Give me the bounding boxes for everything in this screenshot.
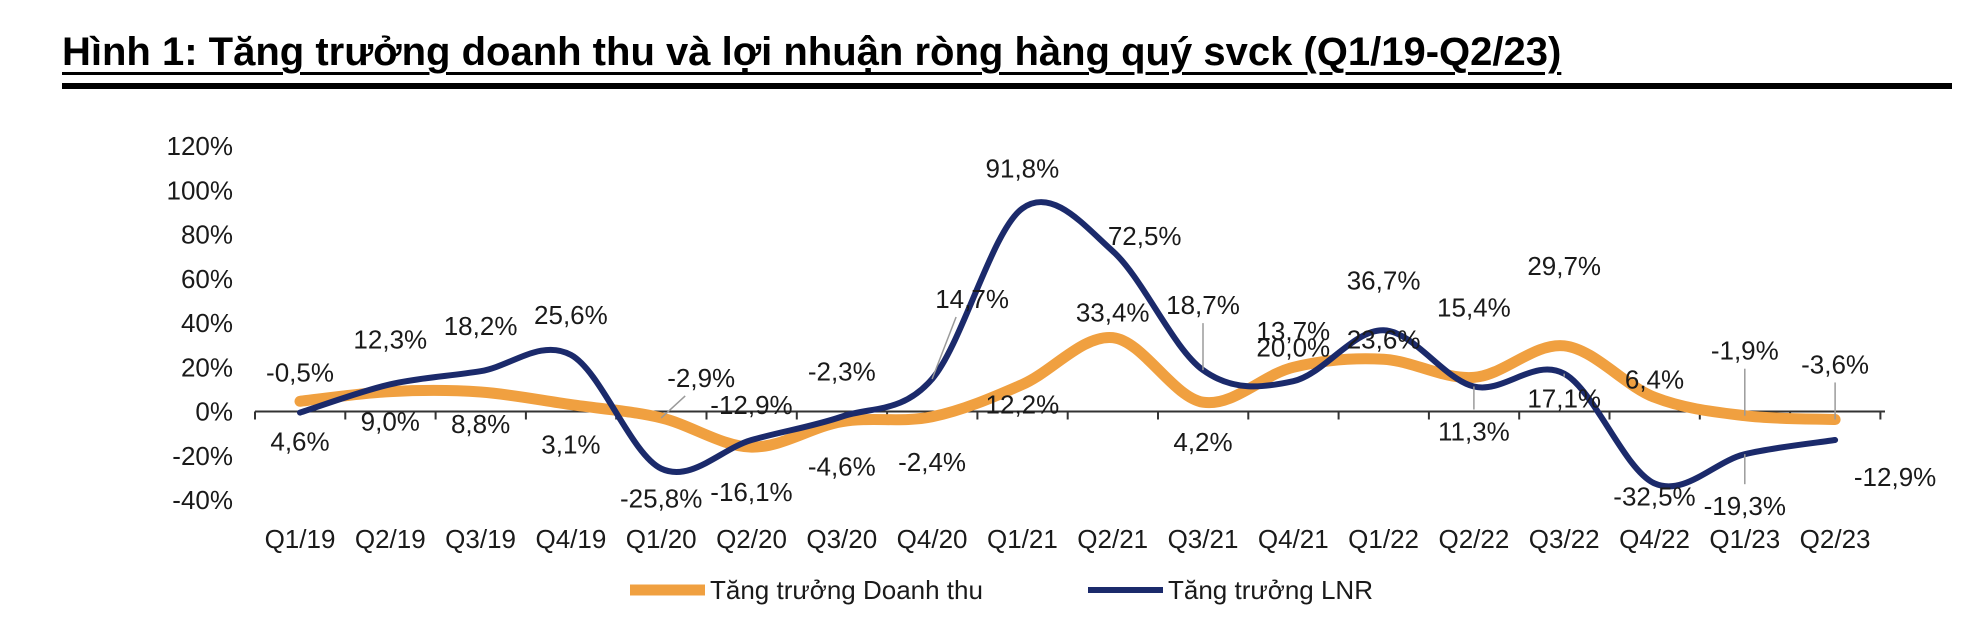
- data-label-net-profit: -12,9%: [1854, 462, 1936, 492]
- data-label-revenue: -2,9%: [667, 363, 735, 393]
- x-tick-label: Q3/21: [1168, 524, 1239, 554]
- data-label-net-profit: -12,9%: [710, 390, 792, 420]
- y-tick-label: 0%: [195, 397, 233, 427]
- x-tick-label: Q1/19: [265, 524, 336, 554]
- data-label-revenue: -2,4%: [898, 447, 966, 477]
- data-label-net-profit: 11,3%: [1438, 416, 1510, 446]
- series-net-profit-line: [297, 199, 1839, 490]
- data-label-revenue: 6,4%: [1625, 364, 1684, 394]
- data-label-net-profit: 25,6%: [534, 300, 608, 330]
- data-label-net-profit: 17,1%: [1527, 384, 1601, 414]
- y-tick-label: 60%: [181, 264, 233, 294]
- data-label-net-profit: -32,5%: [1613, 481, 1695, 511]
- legend-item-revenue-label: Tăng trưởng Doanh thu: [710, 575, 983, 605]
- x-tick-label: Q2/23: [1800, 524, 1871, 554]
- data-label-net-profit: -25,8%: [620, 484, 702, 514]
- x-axis: Q1/19 Q2/19 Q3/19 Q4/19 Q1/20 Q2/20 Q3/20 Q4/20…: [254, 410, 1885, 554]
- x-tick-label: Q2/20: [716, 524, 787, 554]
- data-label-revenue: 33,4%: [1076, 298, 1150, 328]
- x-tick-label: Q2/22: [1438, 524, 1509, 554]
- data-label-revenue: -16,1%: [710, 477, 792, 507]
- y-tick-label: 120%: [167, 131, 234, 161]
- data-label-net-profit: 36,7%: [1347, 265, 1421, 295]
- x-tick-label: Q1/20: [626, 524, 697, 554]
- y-tick-label: -20%: [172, 441, 233, 471]
- data-label-revenue: 20,0%: [1256, 332, 1330, 362]
- data-label-revenue: 8,8%: [451, 409, 510, 439]
- title-underline-rule: [62, 83, 1952, 89]
- data-label-revenue: -3,6%: [1801, 349, 1869, 379]
- data-label-net-profit: 18,7%: [1166, 290, 1240, 320]
- data-label-revenue: -4,6%: [808, 452, 876, 482]
- data-label-revenue: 4,2%: [1173, 427, 1232, 457]
- x-tick-label: Q2/19: [355, 524, 426, 554]
- data-label-revenue: 15,4%: [1437, 292, 1511, 322]
- data-label-net-profit: 18,2%: [444, 311, 518, 341]
- legend-item-net-profit-label: Tăng trưởng LNR: [1168, 575, 1373, 605]
- data-labels: 4,6% 9,0% 8,8% 3,1% -2,9% -16,1% -4,6% -2,4% 12,…: [266, 153, 1936, 521]
- data-label-net-profit: -2,3%: [808, 357, 876, 387]
- series-revenue-line: [294, 332, 1841, 453]
- data-label-net-profit: 14,7%: [935, 284, 1009, 314]
- y-tick-label: 80%: [181, 220, 233, 250]
- x-tick-label: Q3/19: [445, 524, 516, 554]
- x-tick-label: Q4/19: [535, 524, 606, 554]
- x-tick-label: Q2/21: [1077, 524, 1148, 554]
- legend: Tăng trưởng Doanh thu Tăng trưởng LNR: [630, 575, 1373, 605]
- data-label-net-profit: 13,7%: [1256, 316, 1330, 346]
- label-leader-line: [660, 395, 686, 419]
- x-tick-label: Q1/21: [987, 524, 1058, 554]
- data-label-net-profit: 12,3%: [353, 324, 427, 354]
- x-tick-label: Q1/22: [1348, 524, 1419, 554]
- x-tick-label: Q4/21: [1258, 524, 1329, 554]
- y-tick-label: 100%: [167, 175, 234, 205]
- x-tick-label: Q4/22: [1619, 524, 1690, 554]
- data-label-net-profit: -19,3%: [1704, 491, 1786, 521]
- y-axis: 120% 100% 80% 60% 40% 20% 0% -20% -40%: [167, 131, 234, 515]
- chart-title: Hình 1: Tăng trưởng doanh thu và lợi nhu…: [62, 30, 1562, 74]
- x-tick-label: Q3/22: [1529, 524, 1600, 554]
- data-label-net-profit: -0,5%: [266, 358, 334, 388]
- data-label-revenue: -1,9%: [1711, 336, 1779, 366]
- series-lines: [294, 199, 1841, 490]
- data-label-revenue: 9,0%: [361, 407, 420, 437]
- data-label-revenue: 3,1%: [541, 430, 600, 460]
- y-tick-label: 40%: [181, 308, 233, 338]
- label-leader-line: [931, 316, 957, 380]
- x-tick-label: Q1/23: [1709, 524, 1780, 554]
- data-label-revenue: 29,7%: [1527, 251, 1601, 281]
- data-label-net-profit: 72,5%: [1108, 221, 1182, 251]
- x-tick-label: Q4/20: [897, 524, 968, 554]
- data-label-revenue: 12,2%: [986, 390, 1060, 420]
- y-tick-label: -40%: [172, 485, 233, 515]
- data-label-net-profit: 91,8%: [986, 153, 1060, 183]
- y-tick-label: 20%: [181, 352, 233, 382]
- x-tick-label: Q3/20: [806, 524, 877, 554]
- data-label-revenue: 23,6%: [1347, 324, 1421, 354]
- data-label-revenue: 4,6%: [270, 426, 329, 456]
